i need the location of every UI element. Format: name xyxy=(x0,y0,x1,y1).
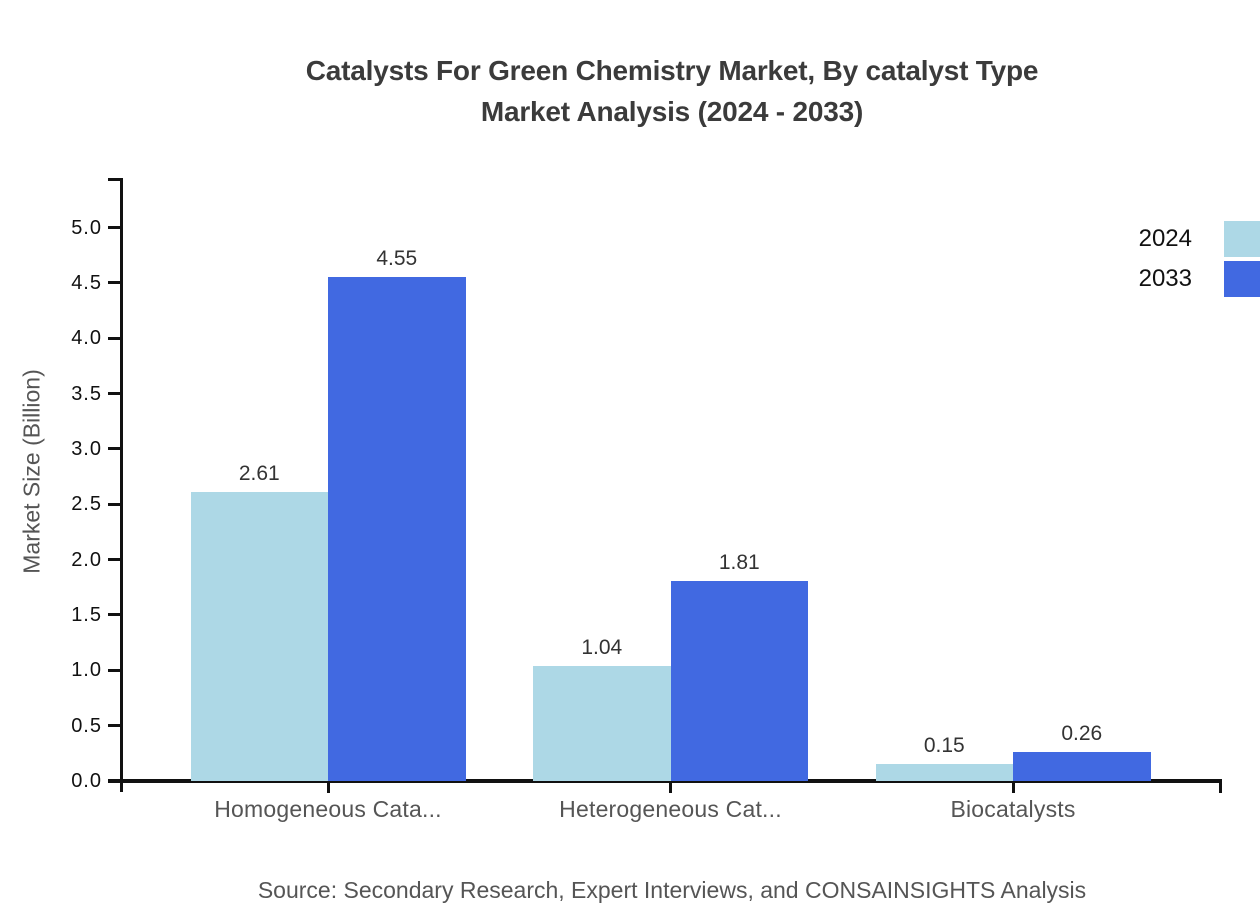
y-tick-label-1.0: 1.0 xyxy=(71,659,102,682)
x-tick-heterogeneous-cat xyxy=(669,783,672,793)
x-tick-homogeneous-cata xyxy=(326,783,330,793)
y-tick-label-1.5: 1.5 xyxy=(71,603,102,626)
x-tick-label-heterogeneous-cat: Heterogeneous Cat... xyxy=(559,796,782,822)
legend-swatch-2024 xyxy=(1224,221,1260,257)
y-tick-1.0 xyxy=(108,668,121,672)
x-tick-label-homogeneous-cata: Homogeneous Cata... xyxy=(214,796,442,822)
y-tick-label-0.0: 0.0 xyxy=(71,770,102,792)
y-tick-label-5.0: 5.0 xyxy=(71,216,102,239)
bar-2024-biocatalysts xyxy=(875,764,1013,781)
y-tick-label-0.5: 0.5 xyxy=(71,714,102,737)
legend-swatch-2033 xyxy=(1224,261,1260,297)
y-tick-label-4.0: 4.0 xyxy=(71,327,102,350)
x-axis-end-tick xyxy=(1219,783,1222,793)
bar-2024-homogeneous-cata xyxy=(190,492,328,781)
x-axis-line xyxy=(108,779,1222,783)
bar-2024-heterogeneous-cat xyxy=(533,665,671,781)
bar-2033-heterogeneous-cat xyxy=(670,580,808,781)
y-axis-spine xyxy=(120,178,123,792)
y-tick-4.0 xyxy=(108,336,121,340)
value-label-2024-biocatalysts: 0.15 xyxy=(923,734,965,758)
value-label-2033-biocatalysts: 0.26 xyxy=(1061,722,1103,746)
y-tick-label-4.5: 4.5 xyxy=(71,271,102,294)
y-tick-1.5 xyxy=(108,613,121,617)
value-label-2033-heterogeneous-cat: 1.81 xyxy=(718,550,760,574)
chart-title: Catalysts For Green Chemistry Market, By… xyxy=(122,50,1222,132)
y-tick-0.5 xyxy=(108,724,121,728)
y-tick-0.0 xyxy=(108,779,121,783)
legend-label-2033: 2033 xyxy=(1138,265,1192,292)
y-tick-label-2.0: 2.0 xyxy=(71,548,102,571)
value-label-2024-heterogeneous-cat: 1.04 xyxy=(581,635,623,659)
bar-2033-homogeneous-cata xyxy=(328,277,466,781)
y-tick-label-2.5: 2.5 xyxy=(71,493,102,516)
chart-title-line-1: Catalysts For Green Chemistry Market, By… xyxy=(305,55,1039,86)
source-line: Source: Secondary Research, Expert Inter… xyxy=(257,877,1087,903)
y-tick-3.0 xyxy=(108,447,121,451)
y-tick-2.0 xyxy=(108,558,121,562)
legend-label-2024: 2024 xyxy=(1138,225,1192,252)
y-tick-label-3.5: 3.5 xyxy=(71,382,102,405)
y-tick-4.5 xyxy=(108,281,121,285)
y-tick-label-3.0: 3.0 xyxy=(71,437,102,460)
x-tick-label-biocatalysts: Biocatalysts xyxy=(950,796,1076,822)
chart-title-line-2: Market Analysis (2024 - 2033) xyxy=(480,96,864,127)
bar-2033-biocatalysts xyxy=(1013,752,1151,781)
y-tick-5.0 xyxy=(108,226,121,229)
y-axis-top-cap-tick xyxy=(108,178,121,181)
y-tick-2.5 xyxy=(108,502,121,506)
value-label-2033-homogeneous-cata: 4.55 xyxy=(376,247,418,271)
y-tick-3.5 xyxy=(108,392,121,396)
value-label-2024-homogeneous-cata: 2.61 xyxy=(238,462,280,486)
x-tick-biocatalysts xyxy=(1011,783,1015,793)
